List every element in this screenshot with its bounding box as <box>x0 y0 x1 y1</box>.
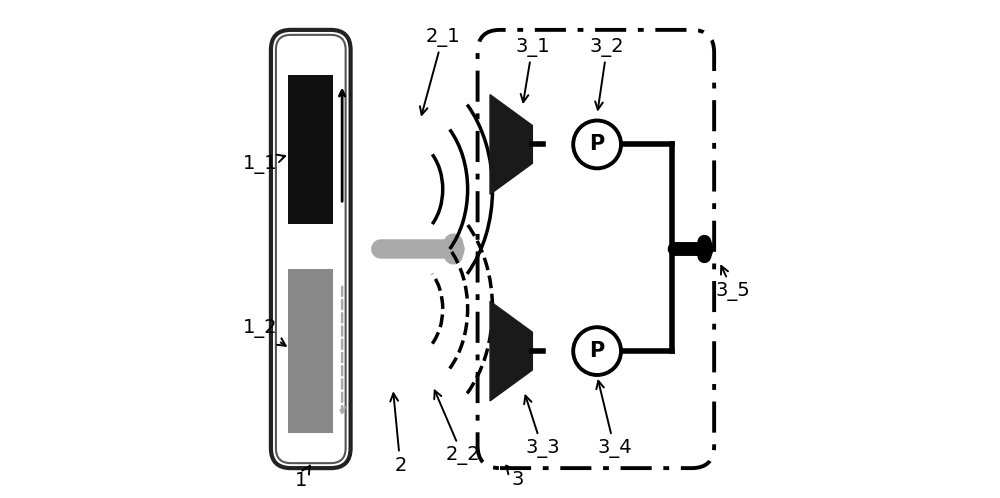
Text: 3_2: 3_2 <box>590 38 624 110</box>
Text: 1_1: 1_1 <box>243 155 285 174</box>
Polygon shape <box>490 95 532 194</box>
Text: 2_1: 2_1 <box>420 28 460 115</box>
Text: P: P <box>589 341 605 361</box>
FancyBboxPatch shape <box>478 30 714 468</box>
FancyBboxPatch shape <box>271 30 351 468</box>
FancyBboxPatch shape <box>276 35 346 463</box>
Text: P: P <box>589 134 605 154</box>
Text: 3_5: 3_5 <box>716 266 750 301</box>
Text: 3_4: 3_4 <box>596 381 632 458</box>
Text: 3: 3 <box>506 466 524 489</box>
Text: 1_2: 1_2 <box>243 319 286 346</box>
Bar <box>288 75 333 224</box>
Circle shape <box>573 327 621 375</box>
Bar <box>288 269 333 433</box>
Circle shape <box>573 121 621 168</box>
Text: 2_2: 2_2 <box>434 390 480 465</box>
Text: 2: 2 <box>390 393 407 475</box>
Text: 3_1: 3_1 <box>515 38 550 102</box>
Polygon shape <box>490 301 532 401</box>
Text: 1: 1 <box>295 466 310 490</box>
Text: 3_3: 3_3 <box>524 395 560 458</box>
